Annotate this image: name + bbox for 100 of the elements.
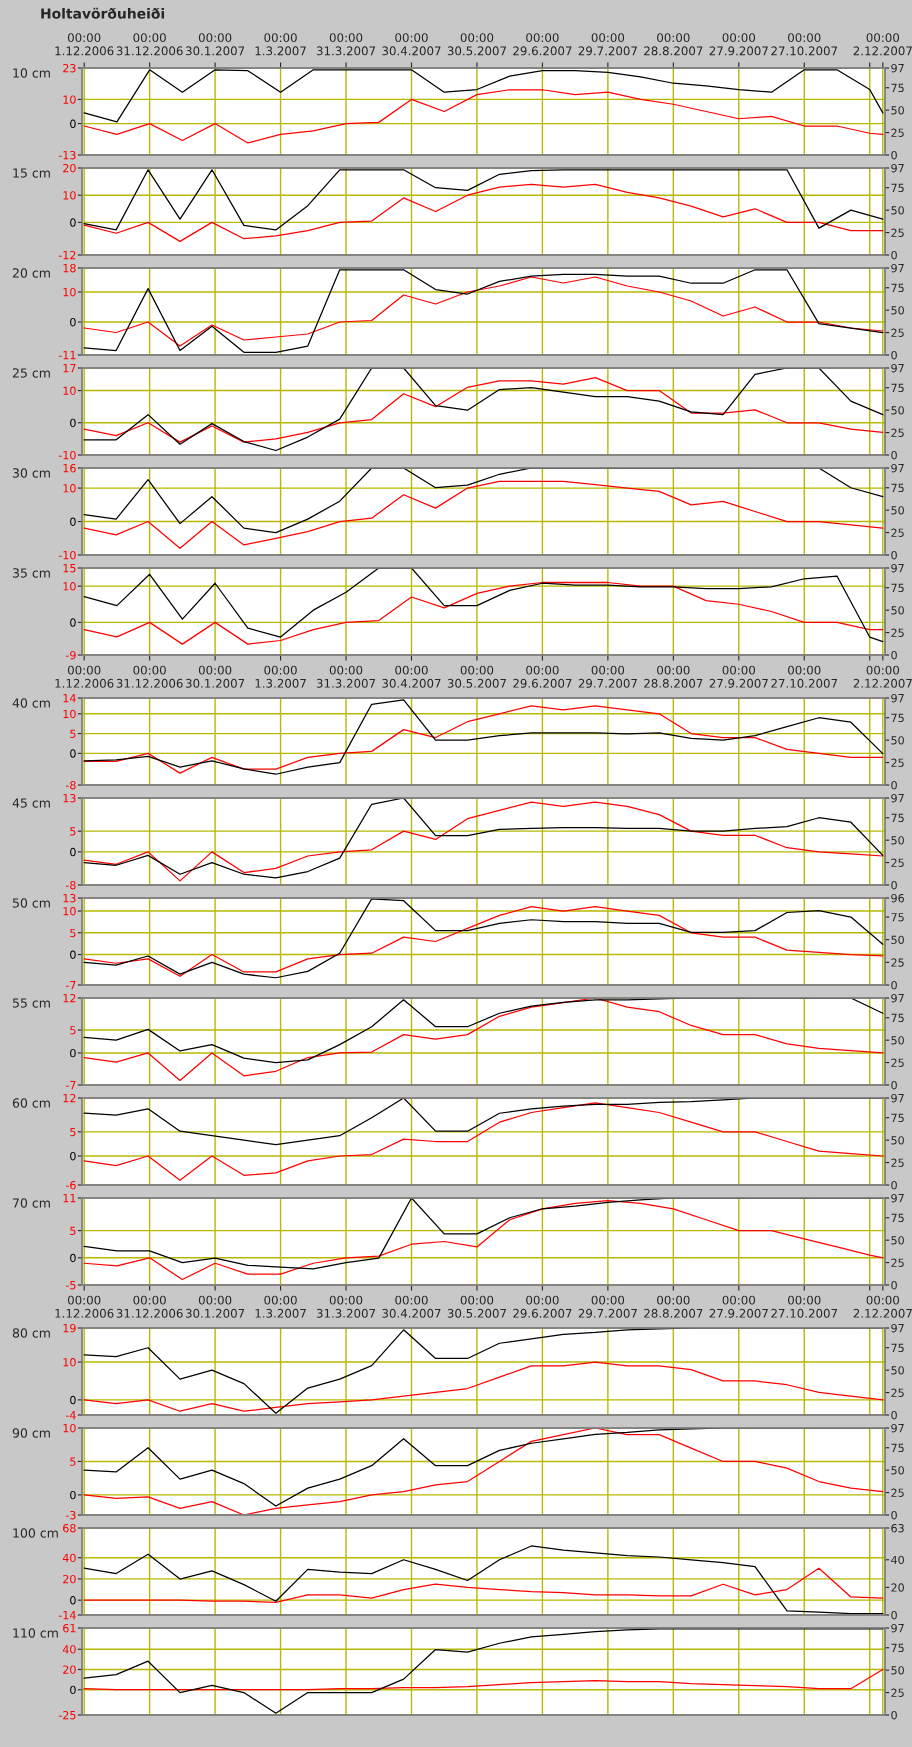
y2-tick-label: 97 — [891, 1093, 904, 1103]
y2-tick-label: 97 — [891, 1193, 904, 1203]
y-axis-title: 80 cm — [12, 1328, 50, 1338]
y-tick-label: 0 — [70, 1151, 76, 1161]
y2-tick-label: 0 — [891, 250, 897, 260]
y-tick-label: 20 — [63, 163, 76, 173]
y2-tick-label: 50 — [891, 736, 904, 745]
y-tick-label: 20 — [63, 1574, 76, 1584]
y-tick-label: 61 — [63, 1623, 76, 1633]
y2-tick-label: 50 — [891, 1666, 904, 1675]
x-tick-label: 00:00 31.12.2006 — [116, 1295, 183, 1318]
x-tick-label: 00:00 30.1.2007 — [185, 1295, 245, 1318]
y2-tick-label: 97 — [891, 1423, 904, 1433]
y-tick-label: -7 — [65, 981, 76, 990]
y-tick-label: 19 — [63, 1323, 76, 1333]
y-tick-label: 12 — [63, 1093, 76, 1103]
y-tick-label: 10 — [63, 484, 76, 493]
line-series — [83, 1668, 884, 1691]
y2-tick-label: 75 — [891, 1443, 904, 1453]
y-tick-label: -11 — [58, 351, 76, 360]
x-tick-label: 00:00 1.12.2006 — [55, 1295, 114, 1318]
y2-tick-label: 25 — [891, 1688, 904, 1697]
y-tick-label: 10 — [63, 287, 76, 297]
y-tick-label: 5 — [70, 928, 76, 938]
x-tick-label: 00:00 27.9.2007 — [709, 1295, 768, 1318]
y-axis-title: 30 cm — [12, 468, 50, 478]
y-axis-title: 15 cm — [13, 168, 50, 178]
line-series — [83, 89, 884, 144]
y-tick-label: -10 — [58, 450, 76, 460]
y-axis-title: 50 cm — [12, 898, 50, 908]
y2-tick-label: 75 — [891, 1213, 904, 1223]
x-tick-label: 00:00 31.12.2006 — [116, 33, 183, 56]
x-tick-label: 00:00 2.12.2007 — [853, 1295, 912, 1318]
y-tick-label: 15 — [63, 564, 76, 573]
y2-tick-label: 75 — [891, 483, 904, 493]
x-tick-label: 00:00 1.12.2006 — [55, 33, 114, 56]
y2-tick-label: 97 — [891, 1623, 904, 1633]
y2-tick-label: 50 — [891, 506, 904, 515]
y2-tick-label: 0 — [891, 1080, 897, 1090]
y2-tick-label: 50 — [891, 1136, 904, 1145]
y-tick-label: 5 — [70, 1026, 76, 1035]
line-series — [83, 1567, 884, 1603]
y2-tick-label: 0 — [891, 980, 897, 990]
line-series — [83, 581, 884, 645]
y2-tick-label: 75 — [891, 183, 904, 193]
y-tick-label: -9 — [65, 650, 76, 660]
y-tick-label: -7 — [65, 1081, 76, 1090]
y-tick-label: 13 — [63, 793, 76, 803]
y-tick-label: -10 — [58, 550, 76, 560]
y-tick-label: 0 — [70, 1685, 76, 1695]
x-tick-label: 00:00 31.3.2007 — [316, 33, 376, 56]
y2-tick-label: 63 — [891, 1523, 904, 1533]
y-tick-label: 11 — [63, 1194, 76, 1203]
y-tick-label: 5 — [70, 1226, 76, 1235]
line-series — [83, 480, 884, 549]
y2-tick-label: 25 — [891, 128, 904, 137]
x-tick-label: 00:00 1.3.2007 — [255, 1295, 306, 1318]
y2-tick-label: 0 — [891, 1410, 897, 1420]
y-axis-title: 70 cm — [13, 1198, 50, 1208]
y-axis-title: 40 cm — [12, 698, 50, 708]
y2-tick-label: 75 — [891, 713, 904, 723]
y2-tick-label: 20 — [891, 1583, 904, 1592]
y-tick-label: -3 — [65, 1510, 76, 1520]
y-tick-label: 40 — [62, 1645, 76, 1654]
y2-tick-label: 97 — [891, 263, 904, 273]
x-tick-label: 00:00 30.4.2007 — [382, 33, 441, 56]
y-tick-label: 5 — [70, 1457, 76, 1466]
y-tick-label: -8 — [65, 780, 76, 790]
y2-tick-label: 25 — [891, 228, 904, 237]
y2-tick-label: 50 — [891, 306, 904, 315]
y2-tick-label: 50 — [891, 1236, 904, 1245]
y2-tick-label: 97 — [891, 363, 904, 373]
y-tick-label: 0 — [70, 1395, 76, 1405]
y2-tick-label: 0 — [891, 1710, 897, 1720]
y2-tick-label: 0 — [891, 1610, 897, 1620]
y-axis-title: 110 cm — [13, 1628, 58, 1638]
y-tick-label: -6 — [65, 1180, 76, 1190]
y2-tick-label: 40 — [891, 1555, 904, 1565]
x-tick-label: 00:00 27.9.2007 — [709, 665, 768, 688]
x-tick-label: 00:00 30.5.2007 — [447, 1295, 506, 1318]
x-tick-label: 00:00 27.10.2007 — [771, 33, 838, 56]
y2-tick-label: 75 — [891, 583, 904, 593]
y2-tick-label: 75 — [891, 1643, 904, 1653]
y2-tick-label: 50 — [891, 406, 904, 415]
x-tick-label: 00:00 29.7.2007 — [578, 1295, 637, 1318]
y-tick-label: 0 — [70, 1490, 76, 1500]
y-tick-label: 23 — [63, 63, 76, 73]
x-tick-label: 00:00 29.6.2007 — [513, 1295, 572, 1318]
y2-tick-label: 25 — [891, 428, 904, 437]
x-tick-label: 00:00 1.3.2007 — [255, 33, 306, 56]
x-tick-label: 00:00 1.3.2007 — [255, 665, 306, 688]
x-tick-label: 00:00 27.10.2007 — [771, 1295, 838, 1318]
y-tick-label: 0 — [70, 418, 76, 428]
y-tick-label: -5 — [65, 1281, 76, 1290]
y-axis-title: 10 cm — [13, 68, 50, 78]
x-tick-label: 00:00 28.8.2007 — [644, 665, 703, 688]
y2-tick-label: 97 — [891, 693, 904, 703]
y-tick-label: 0 — [70, 618, 76, 627]
line-series — [83, 377, 884, 443]
y2-tick-label: 75 — [891, 83, 904, 93]
